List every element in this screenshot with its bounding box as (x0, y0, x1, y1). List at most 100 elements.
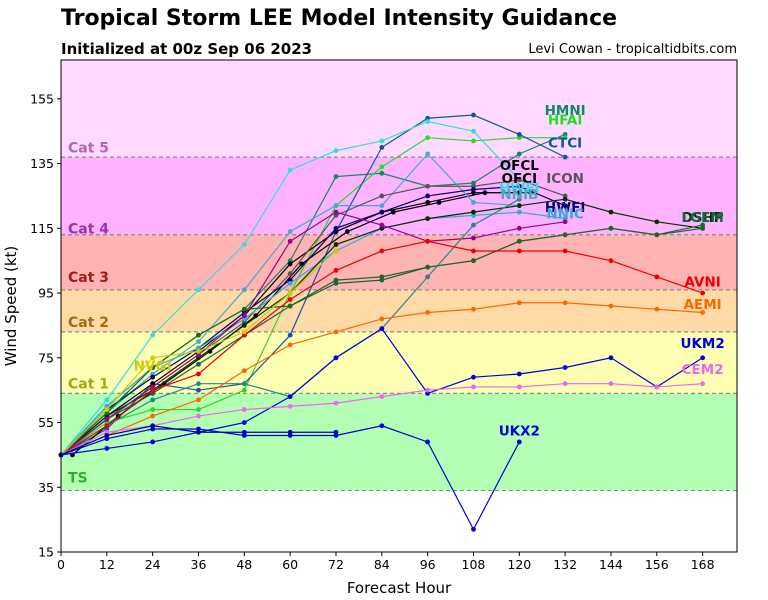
data-point (150, 413, 156, 419)
data-point (104, 397, 110, 403)
data-point (287, 280, 293, 286)
data-point (287, 238, 293, 244)
data-point (654, 219, 660, 225)
chart-title: Tropical Storm LEE Model Intensity Guida… (61, 6, 618, 31)
data-point (436, 200, 442, 205)
y-axis: 15 35 55 75 95 115 135 155 (30, 91, 61, 560)
data-point (562, 381, 568, 387)
series-label: ICON (546, 171, 584, 187)
data-point (516, 225, 522, 231)
x-tick-label: 48 (236, 557, 252, 572)
data-point (516, 203, 522, 209)
data-point (425, 238, 431, 244)
series-label: NNIB (500, 187, 538, 203)
band-label: TS (68, 471, 88, 487)
data-point (471, 248, 476, 254)
category-boundaries (61, 156, 737, 491)
data-point (196, 287, 201, 293)
data-point (562, 135, 568, 141)
data-point (425, 274, 431, 280)
category-labels: TS Cat 1 Cat 2 Cat 3 Cat 4 Cat 5 (68, 140, 109, 486)
data-point (196, 429, 201, 435)
band-cat-5 (61, 60, 737, 158)
data-point (471, 306, 476, 312)
x-tick-label: 96 (420, 557, 436, 572)
data-point (150, 423, 156, 429)
data-point (608, 258, 614, 264)
series-line (60, 137, 566, 456)
series-label: OFCI (501, 171, 537, 187)
data-point (700, 355, 706, 361)
data-point (379, 248, 385, 254)
data-point (516, 238, 522, 244)
data-point (287, 290, 293, 296)
data-point (471, 112, 476, 118)
data-point (379, 316, 385, 322)
data-point (425, 264, 431, 270)
band-label: Cat 3 (68, 270, 109, 286)
data-point (390, 209, 396, 215)
band-cat-3 (61, 234, 737, 290)
series-label: HWFI (499, 181, 539, 197)
data-point (608, 303, 614, 309)
data-point (379, 203, 385, 209)
data-point (471, 526, 476, 532)
data-point (287, 271, 293, 277)
data-point (654, 274, 660, 280)
data-point (654, 232, 660, 238)
data-point (196, 387, 201, 393)
x-tick-label: 84 (374, 557, 390, 572)
data-point (516, 384, 522, 390)
data-point (241, 306, 247, 312)
band-label: Cat 2 (68, 315, 109, 331)
x-tick-label: 132 (553, 557, 577, 572)
y-tick-label: 95 (38, 286, 54, 301)
series-label: OFCL (500, 158, 540, 174)
data-point (333, 203, 339, 209)
data-point (482, 190, 488, 196)
data-point (379, 193, 385, 199)
data-point (471, 222, 476, 228)
data-point (562, 300, 568, 306)
series-lines (58, 112, 706, 532)
band-label: Cat 4 (68, 221, 109, 237)
data-point (608, 225, 614, 231)
series-label: HWFI (545, 200, 585, 216)
data-point (608, 209, 614, 215)
data-point (196, 339, 201, 345)
data-point (345, 229, 350, 234)
data-point (379, 274, 385, 280)
data-point (471, 258, 476, 264)
data-point (287, 394, 293, 400)
band-cat-4 (61, 157, 737, 235)
series-label: CTCI (548, 135, 582, 151)
data-point (562, 248, 568, 254)
data-point (516, 132, 522, 137)
chart-subtitle: Initialized at 00z Sep 06 2023 (61, 40, 313, 58)
x-tick-label: 168 (691, 557, 715, 572)
data-point (241, 407, 247, 412)
data-point (379, 423, 385, 429)
data-point (471, 209, 476, 215)
series-line (60, 211, 566, 456)
data-point (516, 439, 522, 445)
data-point (425, 183, 431, 189)
data-point (333, 174, 339, 179)
data-point (241, 381, 247, 387)
data-point (150, 387, 156, 393)
series-label: CEM2 (682, 362, 724, 378)
data-point (425, 216, 431, 222)
data-point (333, 329, 339, 335)
data-point (562, 232, 568, 238)
data-point (654, 306, 660, 312)
data-point (241, 287, 247, 293)
data-point (287, 429, 293, 435)
data-point (287, 167, 293, 173)
data-point (104, 416, 110, 422)
data-point (196, 413, 201, 419)
data-point (196, 332, 201, 338)
series-label: UKM2 (680, 336, 724, 352)
data-point (379, 394, 385, 400)
series-unlabeled-12 (58, 209, 568, 458)
